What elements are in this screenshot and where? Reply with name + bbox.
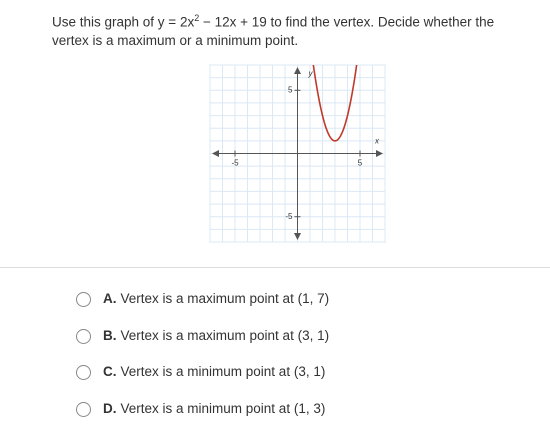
option[interactable]: C. Vertex is a minimum point at (3, 1) — [76, 363, 325, 381]
question: Use this graph of y = 2x2 − 12x + 19 to … — [52, 9, 532, 50]
question-text: Use this graph of y = 2x — [52, 14, 195, 30]
x-axis-label: x — [374, 137, 380, 146]
radio-button[interactable] — [76, 401, 91, 417]
arrow — [376, 150, 383, 157]
radio-button[interactable] — [76, 364, 91, 380]
arrow — [212, 150, 219, 157]
y-axis-label: y — [308, 69, 314, 78]
question-text: − 12x + 19 to find the vertex. Decide wh… — [52, 14, 495, 48]
option-letter: B. — [103, 328, 117, 343]
x-tick-label: -5 — [231, 159, 239, 168]
y-tick-label: -5 — [285, 212, 293, 221]
option-letter: D. — [103, 401, 117, 416]
y-tick-label: 5 — [288, 85, 293, 94]
arrow — [294, 233, 301, 240]
option-letter: C. — [103, 364, 117, 379]
option-text: Vertex is a maximum point at (3, 1) — [120, 328, 330, 343]
option-text: Vertex is a maximum point at (1, 7) — [120, 291, 330, 306]
separator — [0, 267, 550, 268]
x-tick-label: 5 — [358, 159, 363, 168]
option[interactable]: A. Vertex is a maximum point at (1, 7) — [76, 290, 329, 308]
arrow — [294, 67, 301, 74]
parabola — [312, 65, 358, 142]
option-letter: A. — [103, 291, 117, 306]
option[interactable]: B. Vertex is a maximum point at (3, 1) — [76, 327, 329, 345]
exponent: 2 — [194, 13, 200, 23]
radio-button[interactable] — [76, 328, 91, 344]
graph: -5 5 -5 5 x y — [209, 64, 386, 243]
option-text: Vertex is a minimum point at (3, 1) — [120, 364, 326, 379]
option[interactable]: D. Vertex is a minimum point at (1, 3) — [76, 400, 325, 418]
option-text: Vertex is a minimum point at (1, 3) — [120, 401, 326, 416]
radio-button[interactable] — [76, 291, 91, 307]
